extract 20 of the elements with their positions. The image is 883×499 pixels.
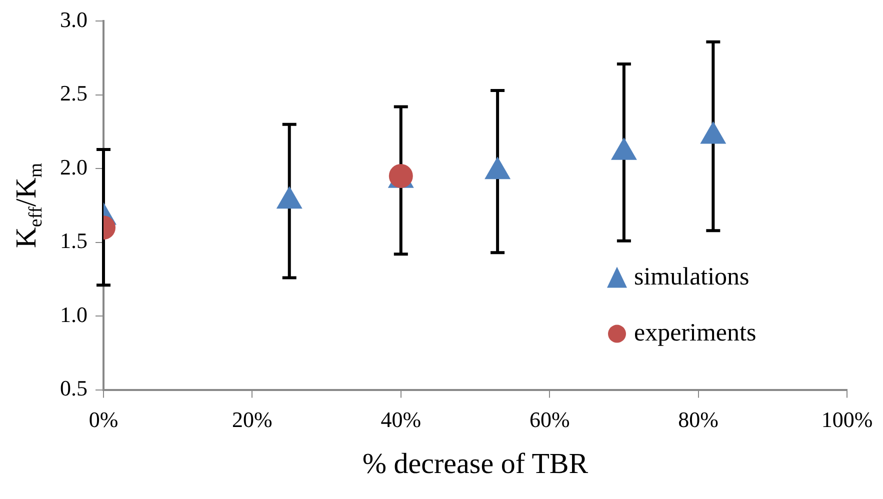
y-tick-label: 1.5 (60, 228, 88, 254)
x-tick-label: 0% (88, 406, 118, 432)
y-axis-title: Keff/Km (10, 162, 47, 248)
x-tick-label: 40% (380, 406, 422, 432)
x-tick-label: 60% (529, 406, 570, 432)
x-tick-label: 80% (678, 406, 718, 432)
point (700, 121, 726, 144)
y-tick-label: 3.0 (60, 6, 88, 32)
y-tick-label: 1.0 (60, 302, 88, 327)
y-tick-label: 0.5 (60, 376, 88, 401)
legend-label: simulations (634, 263, 750, 290)
x-axis-title: % decrease of TBR (362, 448, 589, 480)
y-tick-label: 2.0 (60, 154, 88, 180)
legend-label: experiments (634, 319, 756, 346)
y-tick-label: 2.5 (60, 80, 88, 106)
x-tick-label: 100% (821, 406, 873, 432)
point (610, 137, 637, 160)
point (276, 186, 302, 209)
x-tick-label: 20% (232, 406, 272, 432)
point (484, 156, 511, 180)
